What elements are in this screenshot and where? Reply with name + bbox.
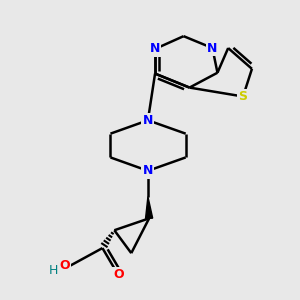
Text: O: O: [113, 268, 124, 281]
Text: O: O: [59, 260, 70, 272]
Text: H: H: [49, 264, 58, 277]
Polygon shape: [146, 197, 153, 219]
Text: S: S: [238, 90, 247, 103]
Text: N: N: [207, 42, 218, 55]
Text: N: N: [150, 42, 160, 56]
Text: N: N: [143, 164, 153, 177]
Text: N: N: [143, 114, 153, 127]
